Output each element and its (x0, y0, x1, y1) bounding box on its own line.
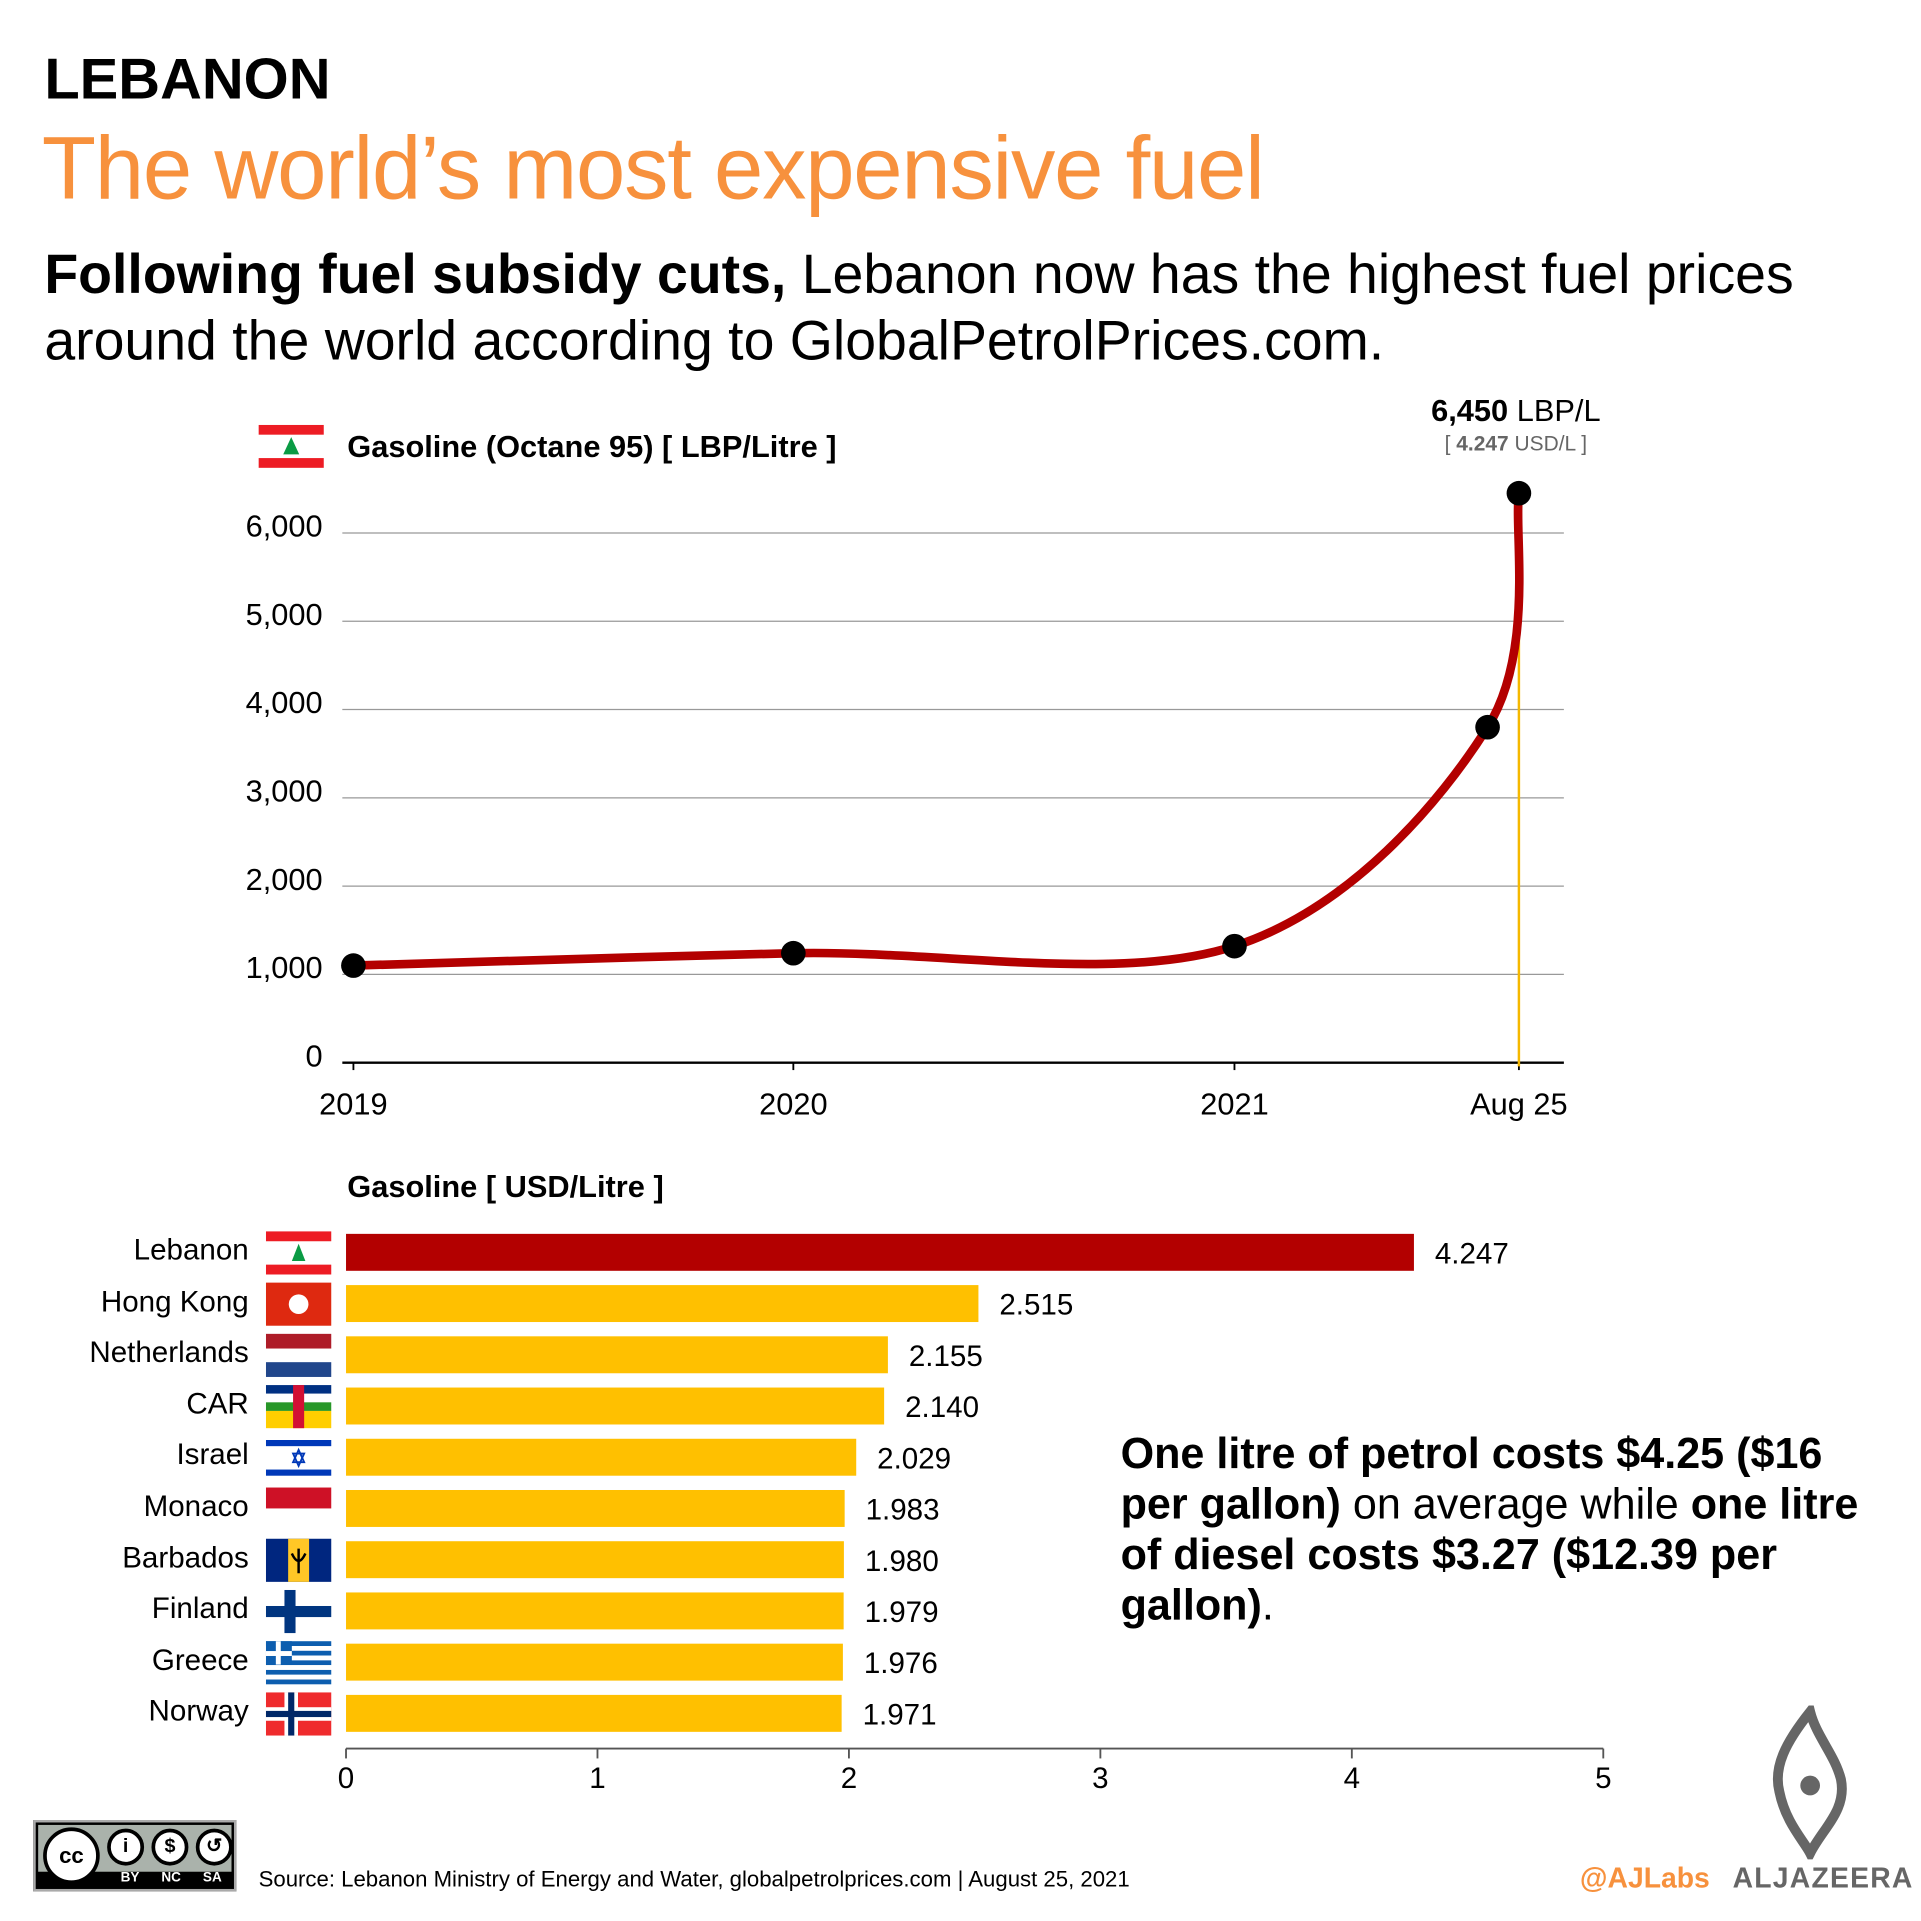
x-tick-label: 2020 (759, 1086, 827, 1121)
lebanon-flag-icon (258, 424, 324, 468)
car-flag-icon (265, 1385, 332, 1429)
x-tick-label: 4 (1344, 1762, 1360, 1795)
aljazeera-logo-icon (1772, 1705, 1847, 1860)
netherlands-flag-icon (265, 1333, 332, 1377)
greece-flag-icon (265, 1641, 332, 1685)
bar-value-label: 4.247 (1435, 1237, 1509, 1270)
price-note: One litre of petrol costs $4.25 ($16 per… (1121, 1428, 1884, 1630)
line-chart-title: Gasoline (Octane 95) [ LBP/Litre ] (347, 429, 837, 465)
x-tick-label: 0 (338, 1762, 354, 1795)
country-label: Monaco (143, 1489, 249, 1524)
y-tick-label: 4,000 (246, 685, 323, 720)
bar-chart: 4.2472.5152.1552.1402.0291.9831.9801.979… (265, 1231, 1612, 1795)
bar-netherlands (346, 1336, 888, 1374)
by-icon: i (107, 1828, 145, 1866)
country-label: Lebanon (133, 1233, 249, 1268)
note-end: . (1261, 1581, 1274, 1630)
nc-icon: $ (151, 1828, 189, 1866)
subtitle-text: Lebanon now has the highest fuel prices … (44, 242, 1794, 372)
country-title: LEBANON (44, 45, 331, 111)
y-tick-label: 6,000 (246, 509, 323, 544)
bar-finland (346, 1592, 844, 1630)
country-label: CAR (186, 1387, 249, 1421)
peak-unit: LBP/L (1516, 394, 1601, 429)
bar-value-label: 1.983 (866, 1494, 940, 1527)
barbados-flag-icon (265, 1538, 332, 1582)
country-label: Israel (176, 1438, 249, 1473)
source-text: Source: Lebanon Ministry of Energy and W… (258, 1866, 1130, 1892)
country-label: Barbados (122, 1541, 249, 1575)
bar-value-label: 1.979 (865, 1596, 939, 1629)
data-point (781, 940, 806, 966)
peak-usd-value: 4.247 (1456, 432, 1509, 456)
x-tick-label: 5 (1595, 1762, 1611, 1795)
monaco-flag-icon (265, 1487, 332, 1531)
cc-icon: cc (43, 1827, 100, 1885)
data-point (1506, 480, 1532, 506)
bar-value-label: 2.140 (905, 1391, 979, 1424)
license-nc: NC (161, 1870, 181, 1886)
subtitle: Following fuel subsidy cuts, Lebanon now… (44, 241, 1891, 374)
y-tick-label: 5,000 (246, 597, 323, 632)
x-tick-label: 1 (589, 1762, 605, 1795)
main-title: The world’s most expensive fuel (41, 119, 1265, 218)
bar-value-label: 1.971 (863, 1698, 937, 1731)
ajlabs-handle: @AJLabs (1579, 1861, 1710, 1894)
line-chart: 0 1,000 2,000 3,000 4,000 5,000 6,000 2019 2020 2… (246, 480, 1568, 1121)
note-petrol: One litre of petrol costs $4.25 ($16 per… (1120, 1429, 1823, 1529)
x-tick-label: 3 (1092, 1762, 1108, 1795)
bar-value-label: 2.029 (877, 1442, 951, 1475)
bar-value-label: 2.515 (999, 1289, 1073, 1322)
bar-car (346, 1387, 885, 1425)
country-label: Greece (151, 1643, 249, 1677)
bar-norway (346, 1694, 842, 1732)
bar-hong-kong (346, 1285, 979, 1323)
norway-flag-icon (265, 1692, 332, 1736)
finland-flag-icon (265, 1589, 332, 1634)
note-diesel: one litre of diesel costs $3.27 ($12.39 … (1120, 1480, 1859, 1630)
y-tick-label: 0 (306, 1038, 323, 1073)
x-tick-label: 2021 (1200, 1086, 1268, 1121)
y-tick-label: 2,000 (246, 862, 323, 897)
bar-value-label: 1.976 (864, 1647, 938, 1680)
peak-usd-unit: USD/L (1514, 432, 1576, 456)
x-tick-label: 2 (841, 1762, 857, 1795)
cc-license-badge: cc i $ ↺ BY NC SA (33, 1820, 237, 1892)
bar-value-label: 2.155 (909, 1340, 983, 1373)
bar-value-label: 1.980 (865, 1545, 939, 1578)
y-tick-label: 3,000 (246, 774, 323, 809)
country-label: Netherlands (89, 1336, 249, 1370)
x-tick-label: 2019 (319, 1086, 387, 1121)
lebanon-flag-icon (265, 1231, 332, 1275)
bar-chart-title: Gasoline [ USD/Litre ] (347, 1169, 664, 1205)
country-label: Norway (148, 1694, 249, 1729)
peak-annotation: 6,450 LBP/L [ 4.247 USD/L ] (1431, 394, 1601, 456)
aljazeera-wordmark: ALJAZEERA (1732, 1861, 1914, 1894)
subtitle-bold: Following fuel subsidy cuts, (44, 242, 787, 306)
peak-value: 6,450 (1431, 394, 1509, 429)
country-label: Hong Kong (100, 1285, 249, 1319)
data-point (1475, 714, 1500, 740)
israel-flag-icon (265, 1436, 332, 1480)
bar-monaco (346, 1489, 845, 1527)
bar-lebanon (346, 1233, 1414, 1271)
license-by: BY (120, 1870, 140, 1886)
data-point (341, 953, 366, 978)
y-tick-label: 1,000 (246, 950, 323, 985)
bar-barbados (346, 1541, 844, 1579)
hong-kong-flag-icon (265, 1282, 332, 1326)
license-sa: SA (202, 1870, 222, 1886)
note-text: on average while (1340, 1480, 1691, 1529)
bar-israel (346, 1438, 857, 1476)
country-label: Finland (151, 1592, 249, 1626)
x-tick-label: Aug 25 (1470, 1086, 1568, 1121)
price-line (349, 488, 1524, 970)
sa-icon: ↺ (195, 1828, 233, 1866)
data-point (1222, 933, 1247, 959)
bar-greece (346, 1643, 843, 1681)
